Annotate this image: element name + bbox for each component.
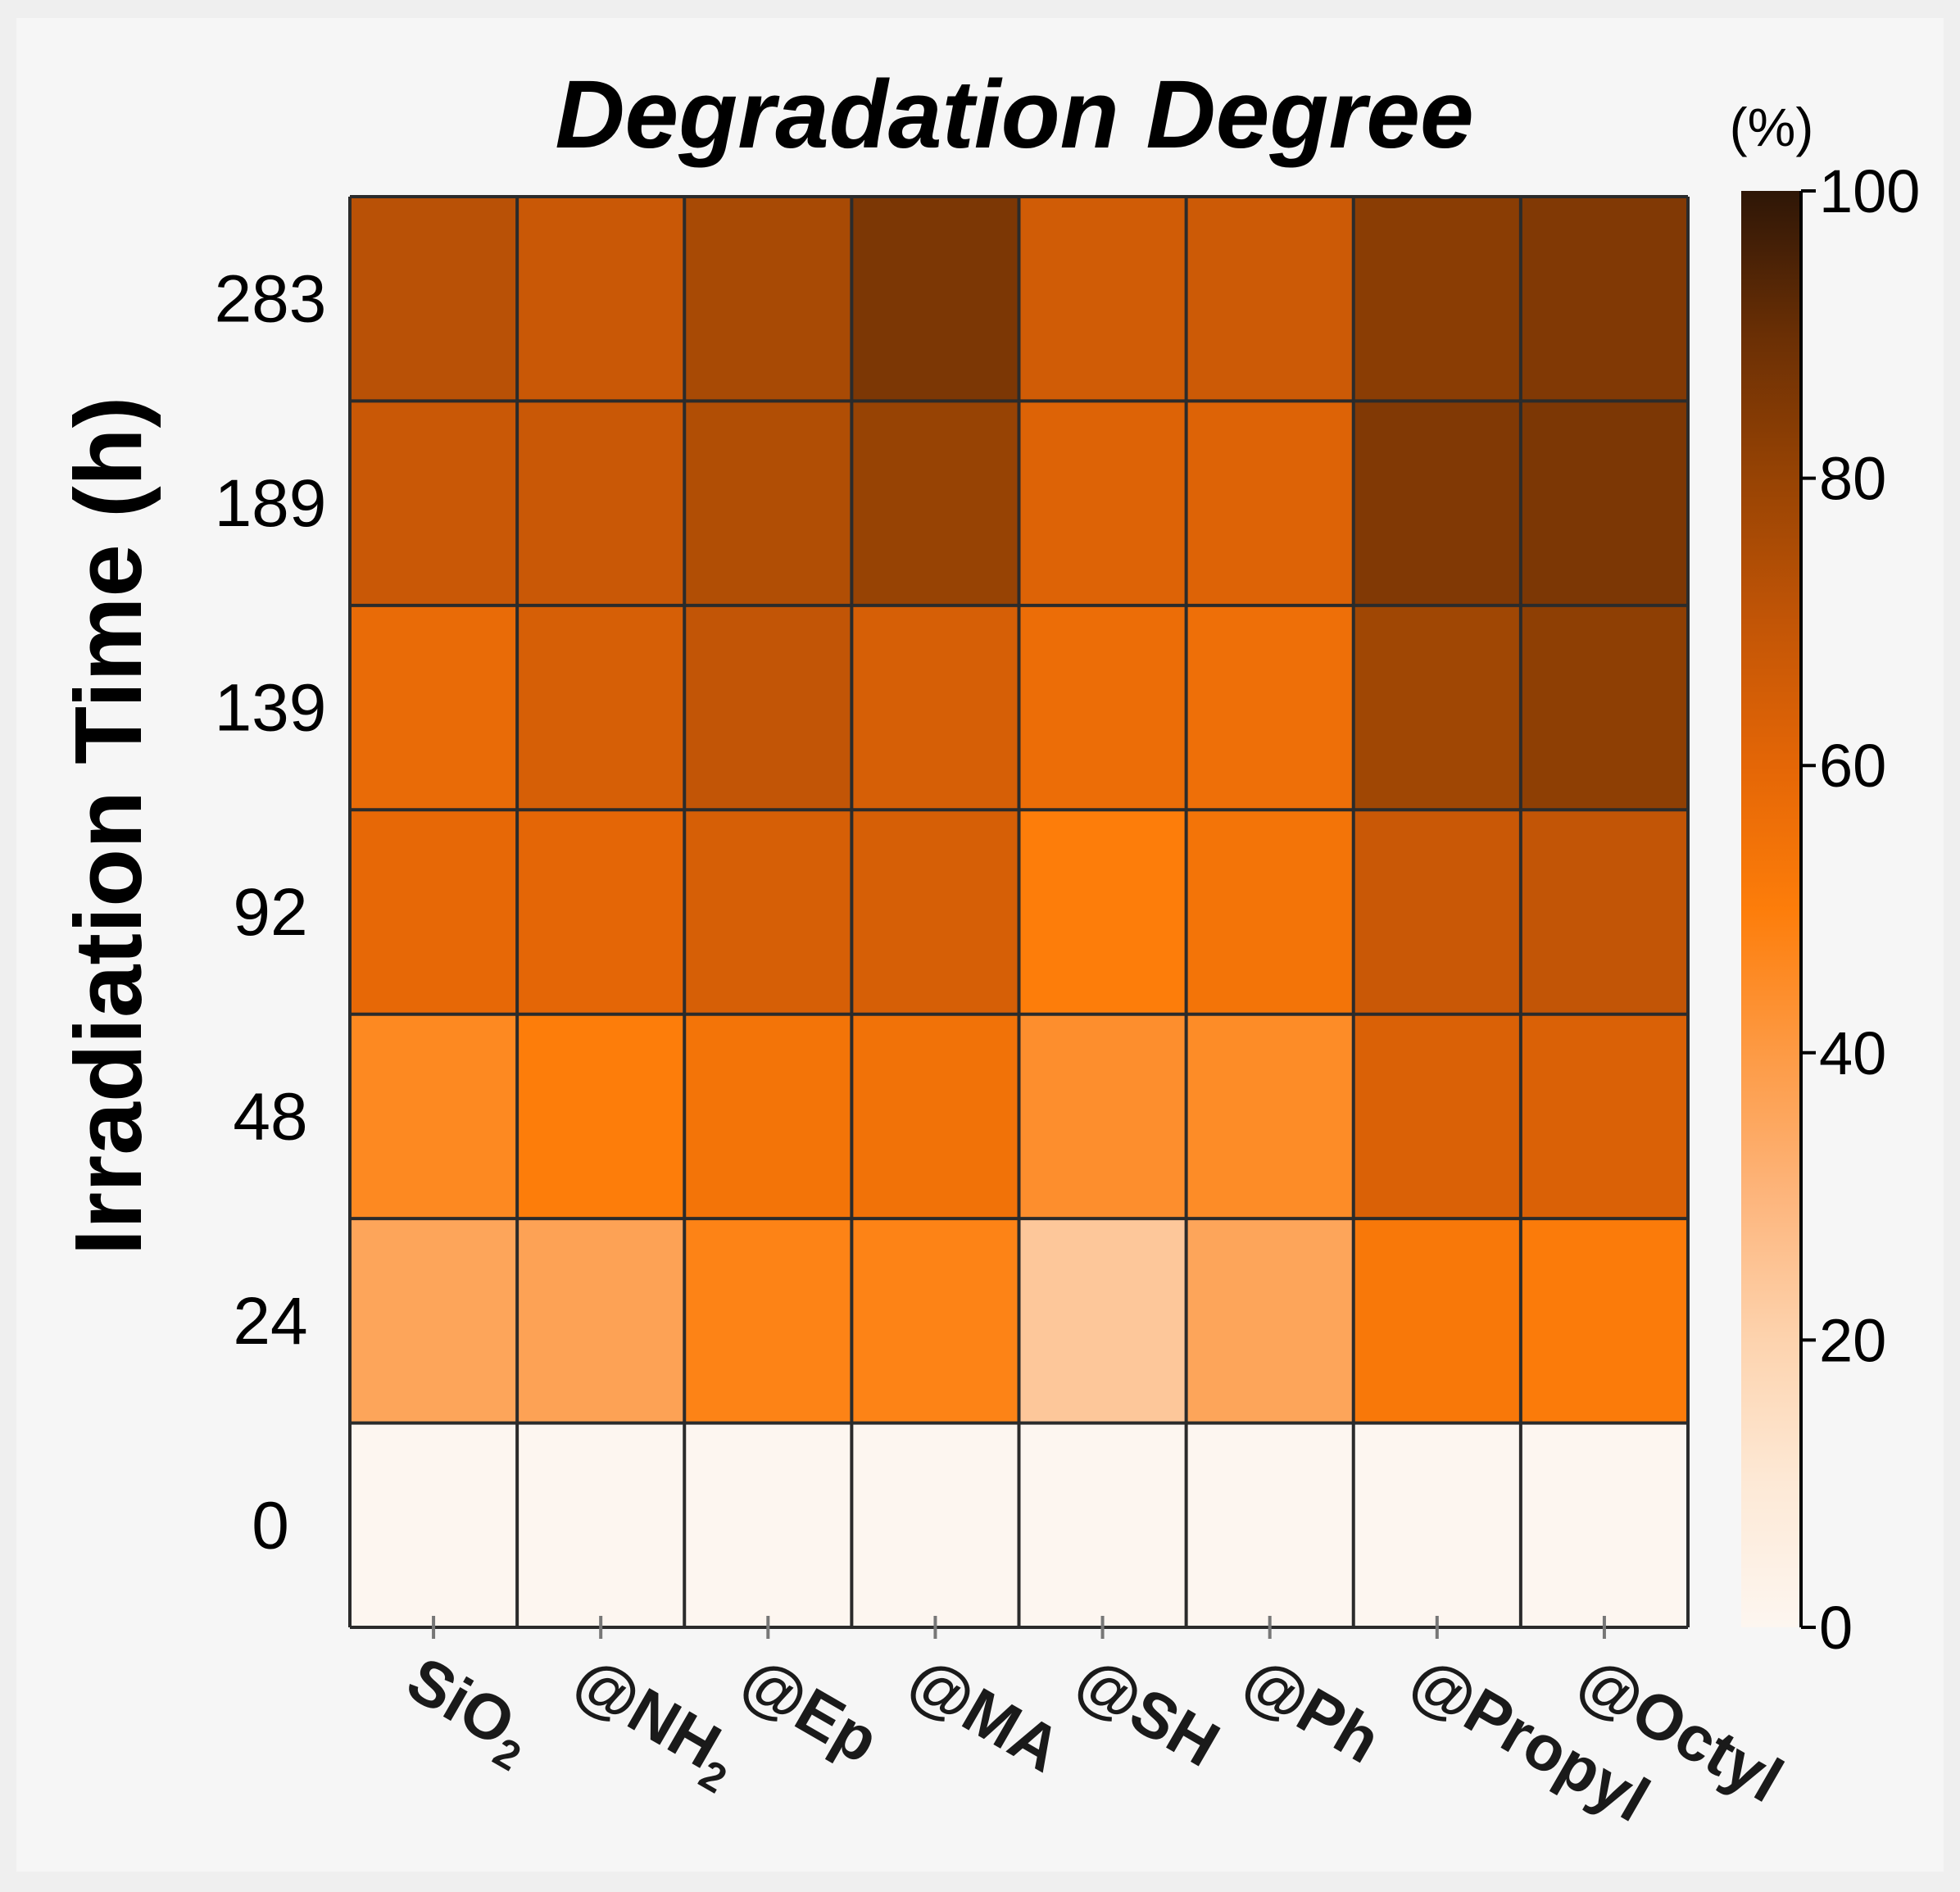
heatmap-cell	[684, 1218, 852, 1423]
heatmap-cell	[1520, 810, 1688, 1014]
colorbar	[1741, 191, 1801, 1627]
heatmap-cell	[350, 401, 518, 606]
colorbar-tick-label: 40	[1819, 1019, 1886, 1087]
heatmap-cell	[517, 1014, 685, 1219]
chart-title: Degradation Degree	[555, 61, 1473, 169]
heatmap-cell	[1353, 401, 1521, 606]
heatmap-cell	[517, 401, 685, 606]
heatmap-cell	[1353, 197, 1521, 402]
heatmap-cell	[851, 605, 1019, 810]
colorbar-unit-label: (%)	[1730, 97, 1814, 157]
y-axis-label: Irradiation Time (h)	[55, 397, 161, 1255]
y-tick-labels: 283 189 139 92 48 24 0	[215, 262, 327, 1563]
colorbar-tick-label: 60	[1819, 732, 1886, 800]
heatmap-cell	[1520, 1014, 1688, 1219]
heatmap-cell	[517, 197, 685, 402]
heatmap-cell	[350, 1218, 518, 1423]
heatmap-cell	[1019, 1218, 1186, 1423]
heatmap-cell	[684, 197, 852, 402]
heatmap-cell	[851, 810, 1019, 1014]
heatmap-cell	[1353, 810, 1521, 1014]
heatmap-cell	[851, 401, 1019, 606]
colorbar-tick-label: 20	[1819, 1306, 1886, 1374]
heatmap-cell	[1520, 1422, 1688, 1627]
heatmap-cells	[350, 197, 1688, 1627]
heatmap-cell	[1019, 197, 1186, 402]
y-tick-label: 139	[215, 671, 327, 746]
heatmap-cell	[851, 1422, 1019, 1627]
heatmap-cell	[1520, 401, 1688, 606]
colorbar-ticks: 100 80 60 40 20 0	[1799, 157, 1920, 1662]
heatmap-cell	[517, 1218, 685, 1423]
heatmap-cell	[684, 605, 852, 810]
heatmap-cell	[684, 1014, 852, 1219]
y-tick-label: 283	[215, 262, 327, 337]
heatmap-cell	[1353, 1422, 1521, 1627]
heatmap-cell	[1019, 1014, 1186, 1219]
heatmap-cell	[1353, 605, 1521, 810]
heatmap-cell	[1019, 1422, 1186, 1627]
heatmap-cell	[517, 1422, 685, 1627]
heatmap-cell	[1186, 605, 1354, 810]
heatmap-cell	[1186, 1014, 1354, 1219]
heatmap-cell	[517, 810, 685, 1014]
heatmap-grid	[348, 195, 1690, 1629]
y-tick-label: 0	[252, 1488, 289, 1563]
colorbar-tick-label: 0	[1819, 1594, 1853, 1662]
heatmap-cell	[350, 605, 518, 810]
y-tick-label: 48	[233, 1079, 307, 1154]
heatmap-cell	[1186, 401, 1354, 606]
heatmap-cell	[851, 1218, 1019, 1423]
heatmap-cell	[1353, 1014, 1521, 1219]
y-tick-label: 92	[233, 875, 307, 950]
heatmap-cell	[684, 401, 852, 606]
heatmap-cell	[684, 810, 852, 1014]
y-tick-label: 189	[215, 466, 327, 541]
y-tick-label: 24	[233, 1284, 307, 1359]
heatmap-cell	[851, 1014, 1019, 1219]
heatmap-cell	[1019, 810, 1186, 1014]
heatmap-cell	[350, 1014, 518, 1219]
heatmap-cell	[517, 605, 685, 810]
heatmap-cell	[851, 197, 1019, 402]
heatmap-cell	[1186, 810, 1354, 1014]
heatmap-cell	[1019, 605, 1186, 810]
colorbar-tick-label: 80	[1819, 445, 1886, 513]
heatmap-cell	[1520, 197, 1688, 402]
colorbar-tick-label: 100	[1819, 157, 1920, 225]
heatmap-cell	[1520, 605, 1688, 810]
heatmap-cell	[1019, 401, 1186, 606]
heatmap-cell	[350, 197, 518, 402]
heatmap-cell	[1186, 197, 1354, 402]
heatmap-cell	[350, 810, 518, 1014]
heatmap-cell	[1186, 1218, 1354, 1423]
heatmap-cell	[1186, 1422, 1354, 1627]
heatmap-cell	[350, 1422, 518, 1627]
heatmap-cell	[1520, 1218, 1688, 1423]
heatmap-cell	[684, 1422, 852, 1627]
heatmap-cell	[1353, 1218, 1521, 1423]
